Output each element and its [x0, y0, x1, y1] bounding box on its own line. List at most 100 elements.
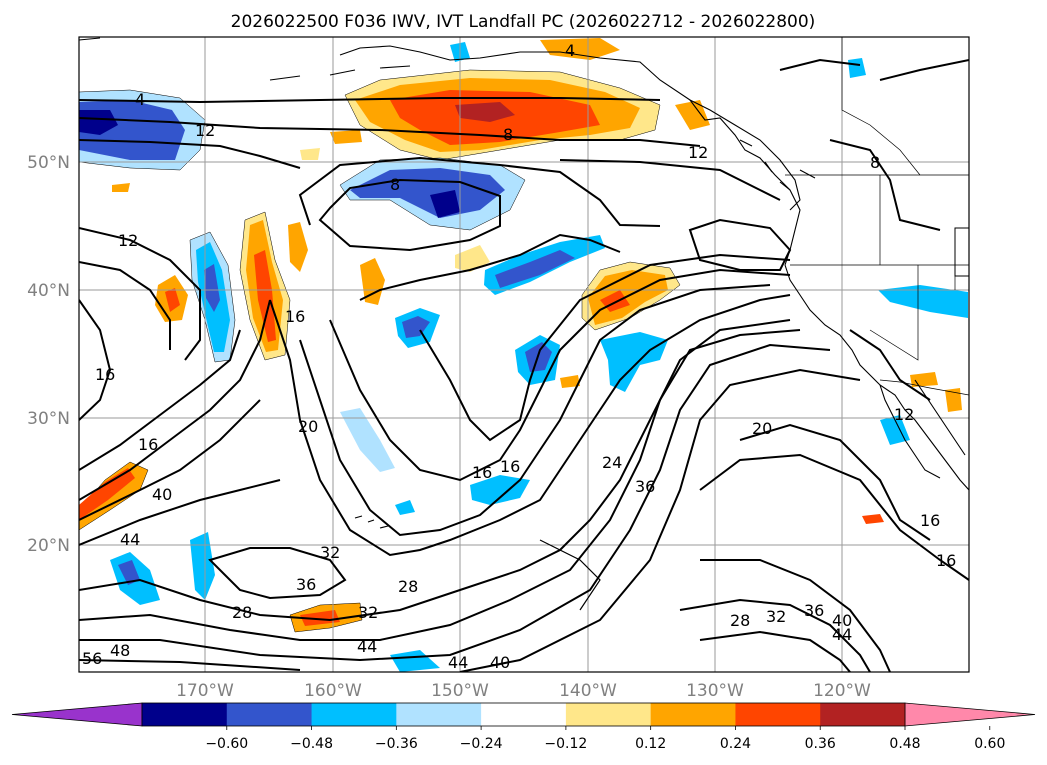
anomaly-pos-mid-1: [360, 258, 385, 305]
contour-label: 24: [602, 453, 622, 472]
contour-label: 36: [804, 601, 824, 620]
colorbar-segment: [396, 703, 482, 726]
anomaly-pos-south-red: [300, 610, 340, 626]
contour-label: 44: [357, 637, 377, 656]
anomaly-pos-southwest-red: [79, 468, 135, 520]
us-west-coast: [784, 264, 969, 491]
lat-label: 20°N: [27, 536, 70, 556]
contour-label: 20: [752, 419, 772, 438]
contour-label: 8: [390, 175, 400, 194]
colorbar-tick-label: 0.12: [635, 736, 666, 752]
lat-label: 30°N: [27, 409, 70, 429]
anomaly-pos-small-4: [288, 222, 308, 272]
anomaly-pos-east-2: [945, 388, 962, 412]
lon-label: 140°W: [559, 681, 617, 701]
anomaly-pos-stripe-red: [254, 250, 276, 342]
contour-label: 56: [82, 649, 102, 668]
iwv-contours: [79, 58, 969, 672]
colorbar: −0.60 −0.48 −0.36 −0.24 −0.12 0.12 0.24 0.36 0.4…: [11, 702, 1036, 752]
contour-label: 32: [358, 603, 378, 622]
anomaly-neg-35n-b: [600, 332, 668, 392]
anomaly-neg-west-tropic-core: [118, 560, 140, 585]
contour-label: 16: [500, 457, 520, 476]
contour-label: 4: [135, 90, 145, 109]
contour-label: 16: [920, 511, 940, 530]
lon-label: 120°W: [813, 681, 871, 701]
colorbar-extend-low: [11, 702, 143, 727]
contour-label: 40: [152, 485, 172, 504]
alaska-coast: [79, 37, 801, 211]
contour-label: 8: [503, 125, 513, 144]
hawaii: [354, 515, 389, 529]
colorbar-segment: [565, 703, 652, 726]
contour-label: 16: [936, 551, 956, 570]
contour-label: 28: [398, 577, 418, 596]
contour-label: 4: [565, 41, 575, 60]
contour-label: 28: [730, 611, 750, 630]
anomaly-neg-small-6: [190, 532, 215, 600]
map-title: 2026022500 F036 IWV, IVT Landfall PC (20…: [231, 12, 816, 32]
anomaly-neg-central-core: [350, 168, 505, 218]
anomaly-neg-tropic-1: [340, 408, 395, 472]
anomaly-pos-bc: [675, 100, 710, 130]
colorbar-segment: [820, 703, 906, 726]
colorbar-extend-high: [904, 702, 1036, 727]
state-borders: [790, 175, 969, 361]
coastlines: [79, 37, 969, 529]
us-mexico-border: [879, 379, 969, 396]
contour-label: 44: [120, 530, 140, 549]
contour-label: 8: [870, 153, 880, 172]
lat-label: 50°N: [27, 153, 70, 173]
anomaly-neg-stripe-strong: [204, 264, 220, 312]
aleutians: [269, 65, 411, 81]
anomaly-neg-east-1: [878, 285, 968, 318]
colorbar-tick-label: 0.48: [889, 736, 920, 752]
anomaly-pos-small-1: [330, 130, 362, 144]
contour-label: 44: [832, 625, 852, 644]
colorbar-segment: [311, 703, 397, 726]
anomaly-pos-mid-2: [455, 245, 490, 272]
anomaly-pos-west-red: [165, 288, 180, 312]
anomaly-pos-small-3: [112, 183, 130, 192]
anomaly-neg-tropic-2: [470, 475, 530, 505]
anomaly-pos-gulf-band-strong: [455, 102, 515, 122]
contour-label: 12: [118, 231, 138, 250]
colorbar-segment: [226, 703, 313, 726]
lon-label: 130°W: [686, 681, 744, 701]
colorbar-segment: [735, 703, 821, 726]
anomaly-neg-mid-1-core: [402, 316, 430, 338]
colorbar-tick-label: −0.12: [544, 736, 587, 752]
colorbar-tick-label: −0.48: [290, 736, 333, 752]
anomaly-pos-se: [862, 514, 884, 524]
contour-label: 48: [110, 641, 130, 660]
contour-label: 16: [285, 307, 305, 326]
baja-coast: [879, 384, 941, 479]
map-content: 4 12 8 12 8 12 16 16 16 16 40 20 20 24 3…: [79, 37, 969, 672]
anomaly-neg-tropic-3: [395, 500, 415, 515]
colorbar-segment: [481, 703, 567, 726]
anomaly-pos-small-2: [300, 148, 320, 160]
latitude-labels: 50°N 40°N 30°N 20°N: [27, 153, 70, 556]
contour-label: 36: [296, 575, 316, 594]
contour-label: 40: [832, 611, 852, 630]
colorbar-tick-label: 0.24: [720, 736, 751, 752]
contour-label: 16: [138, 435, 158, 454]
contour-label: 12: [688, 143, 708, 162]
contour-label: 16: [95, 365, 115, 384]
contour-label: 32: [320, 543, 340, 562]
contour-label: 40: [490, 653, 510, 672]
contour-label: 12: [195, 121, 215, 140]
anomaly-pos-top: [540, 38, 620, 60]
anomaly-neg-central-strong: [430, 190, 460, 218]
lon-label: 150°W: [431, 681, 489, 701]
alaska-canada-border: [841, 37, 921, 176]
colorbar-tick-label: 0.36: [805, 736, 836, 752]
anomaly-pos-small-5: [560, 375, 580, 388]
anomaly-pos-40n-orange: [588, 270, 668, 325]
inset-marker: [954, 227, 969, 277]
lon-label: 170°W: [176, 681, 234, 701]
colorbar-tick-label: 0.60: [974, 736, 1005, 752]
contour-label: 16: [472, 463, 492, 482]
map-frame: [78, 36, 970, 673]
